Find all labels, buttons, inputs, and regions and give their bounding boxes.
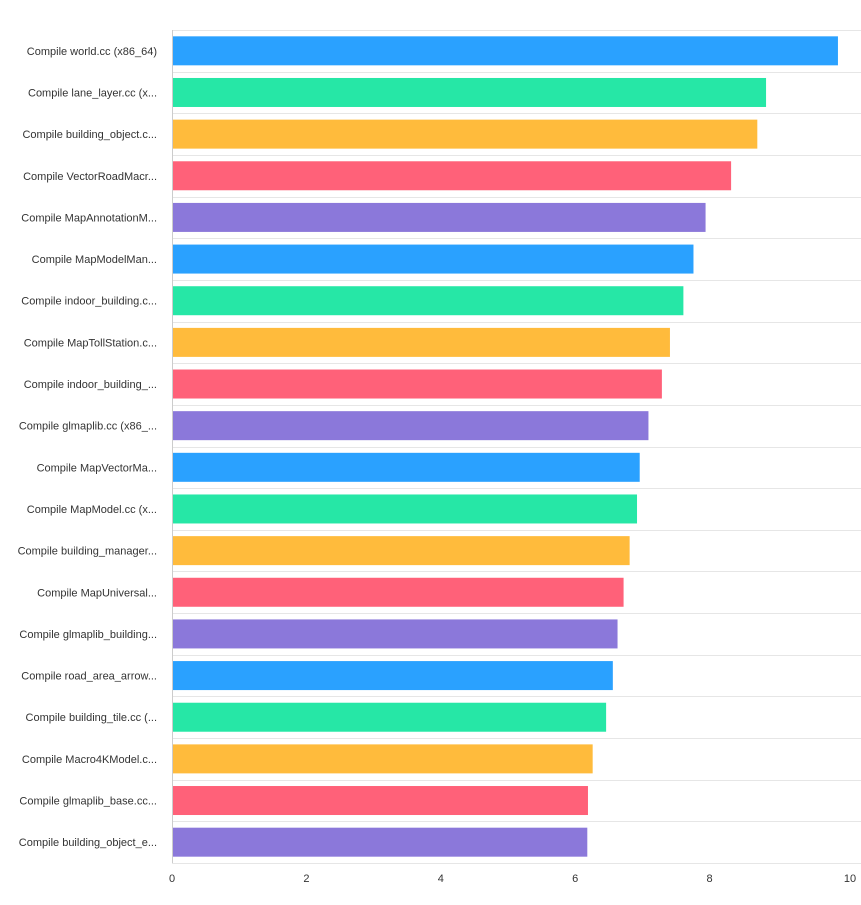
- bar-layer: [173, 36, 838, 857]
- category-label: Compile building_manager...: [18, 546, 157, 558]
- category-label: Compile building_object.c...: [22, 129, 157, 141]
- category-label: Compile MapUniversal...: [37, 587, 157, 599]
- bar: [173, 77, 767, 107]
- category-label: Compile Macro4KModel.c...: [22, 754, 157, 766]
- x-tick-label: 10: [844, 873, 856, 885]
- category-label: Compile road_area_arrow...: [21, 671, 157, 683]
- category-label: Compile VectorRoadMacr...: [23, 171, 157, 183]
- bar: [173, 536, 630, 566]
- bar: [173, 744, 593, 774]
- bar: [173, 577, 624, 607]
- bar: [173, 244, 694, 274]
- category-label: Compile lane_layer.cc (x...: [28, 87, 157, 99]
- x-tick-label: 2: [303, 873, 309, 885]
- bar: [173, 202, 706, 232]
- category-label: Compile building_tile.cc (...: [26, 712, 157, 724]
- category-label: Compile glmaplib.cc (x86_...: [19, 421, 157, 433]
- bar: [173, 369, 662, 399]
- category-label: Compile world.cc (x86_64): [27, 46, 157, 58]
- category-label: Compile MapVectorMa...: [37, 462, 157, 474]
- x-tick-label: 8: [707, 873, 713, 885]
- category-label: Compile building_object_e...: [19, 837, 157, 849]
- category-label: Compile MapTollStation.c...: [24, 337, 157, 349]
- bar: [173, 786, 588, 816]
- x-tick-label: 4: [438, 873, 444, 885]
- x-tick-label: 6: [572, 873, 578, 885]
- bar: [173, 702, 607, 732]
- category-label: Compile glmaplib_base.cc...: [19, 796, 157, 808]
- bar: [173, 661, 613, 691]
- category-label: Compile MapAnnotationM...: [21, 212, 157, 224]
- category-label: Compile indoor_building.c...: [21, 296, 157, 308]
- bar: [173, 119, 758, 149]
- bar: [173, 286, 684, 316]
- category-label: Compile MapModel.cc (x...: [27, 504, 157, 516]
- bar: [173, 327, 670, 357]
- bar: [173, 494, 638, 524]
- bar: [173, 161, 732, 191]
- bar: [173, 827, 588, 857]
- category-label: Compile glmaplib_building...: [19, 629, 157, 641]
- bar: [173, 36, 838, 66]
- x-tick-label: 0: [169, 873, 175, 885]
- category-label: Compile indoor_building_...: [24, 379, 157, 391]
- x-axis-ticks: 0 2 4 6 8 10: [169, 873, 856, 885]
- grid-layer: [172, 30, 861, 864]
- category-label: Compile MapModelMan...: [32, 254, 157, 266]
- bar: [173, 619, 618, 649]
- bar: [173, 411, 649, 441]
- bar: [173, 452, 640, 482]
- category-labels: Compile world.cc (x86_64) Compile lane_la…: [18, 46, 157, 849]
